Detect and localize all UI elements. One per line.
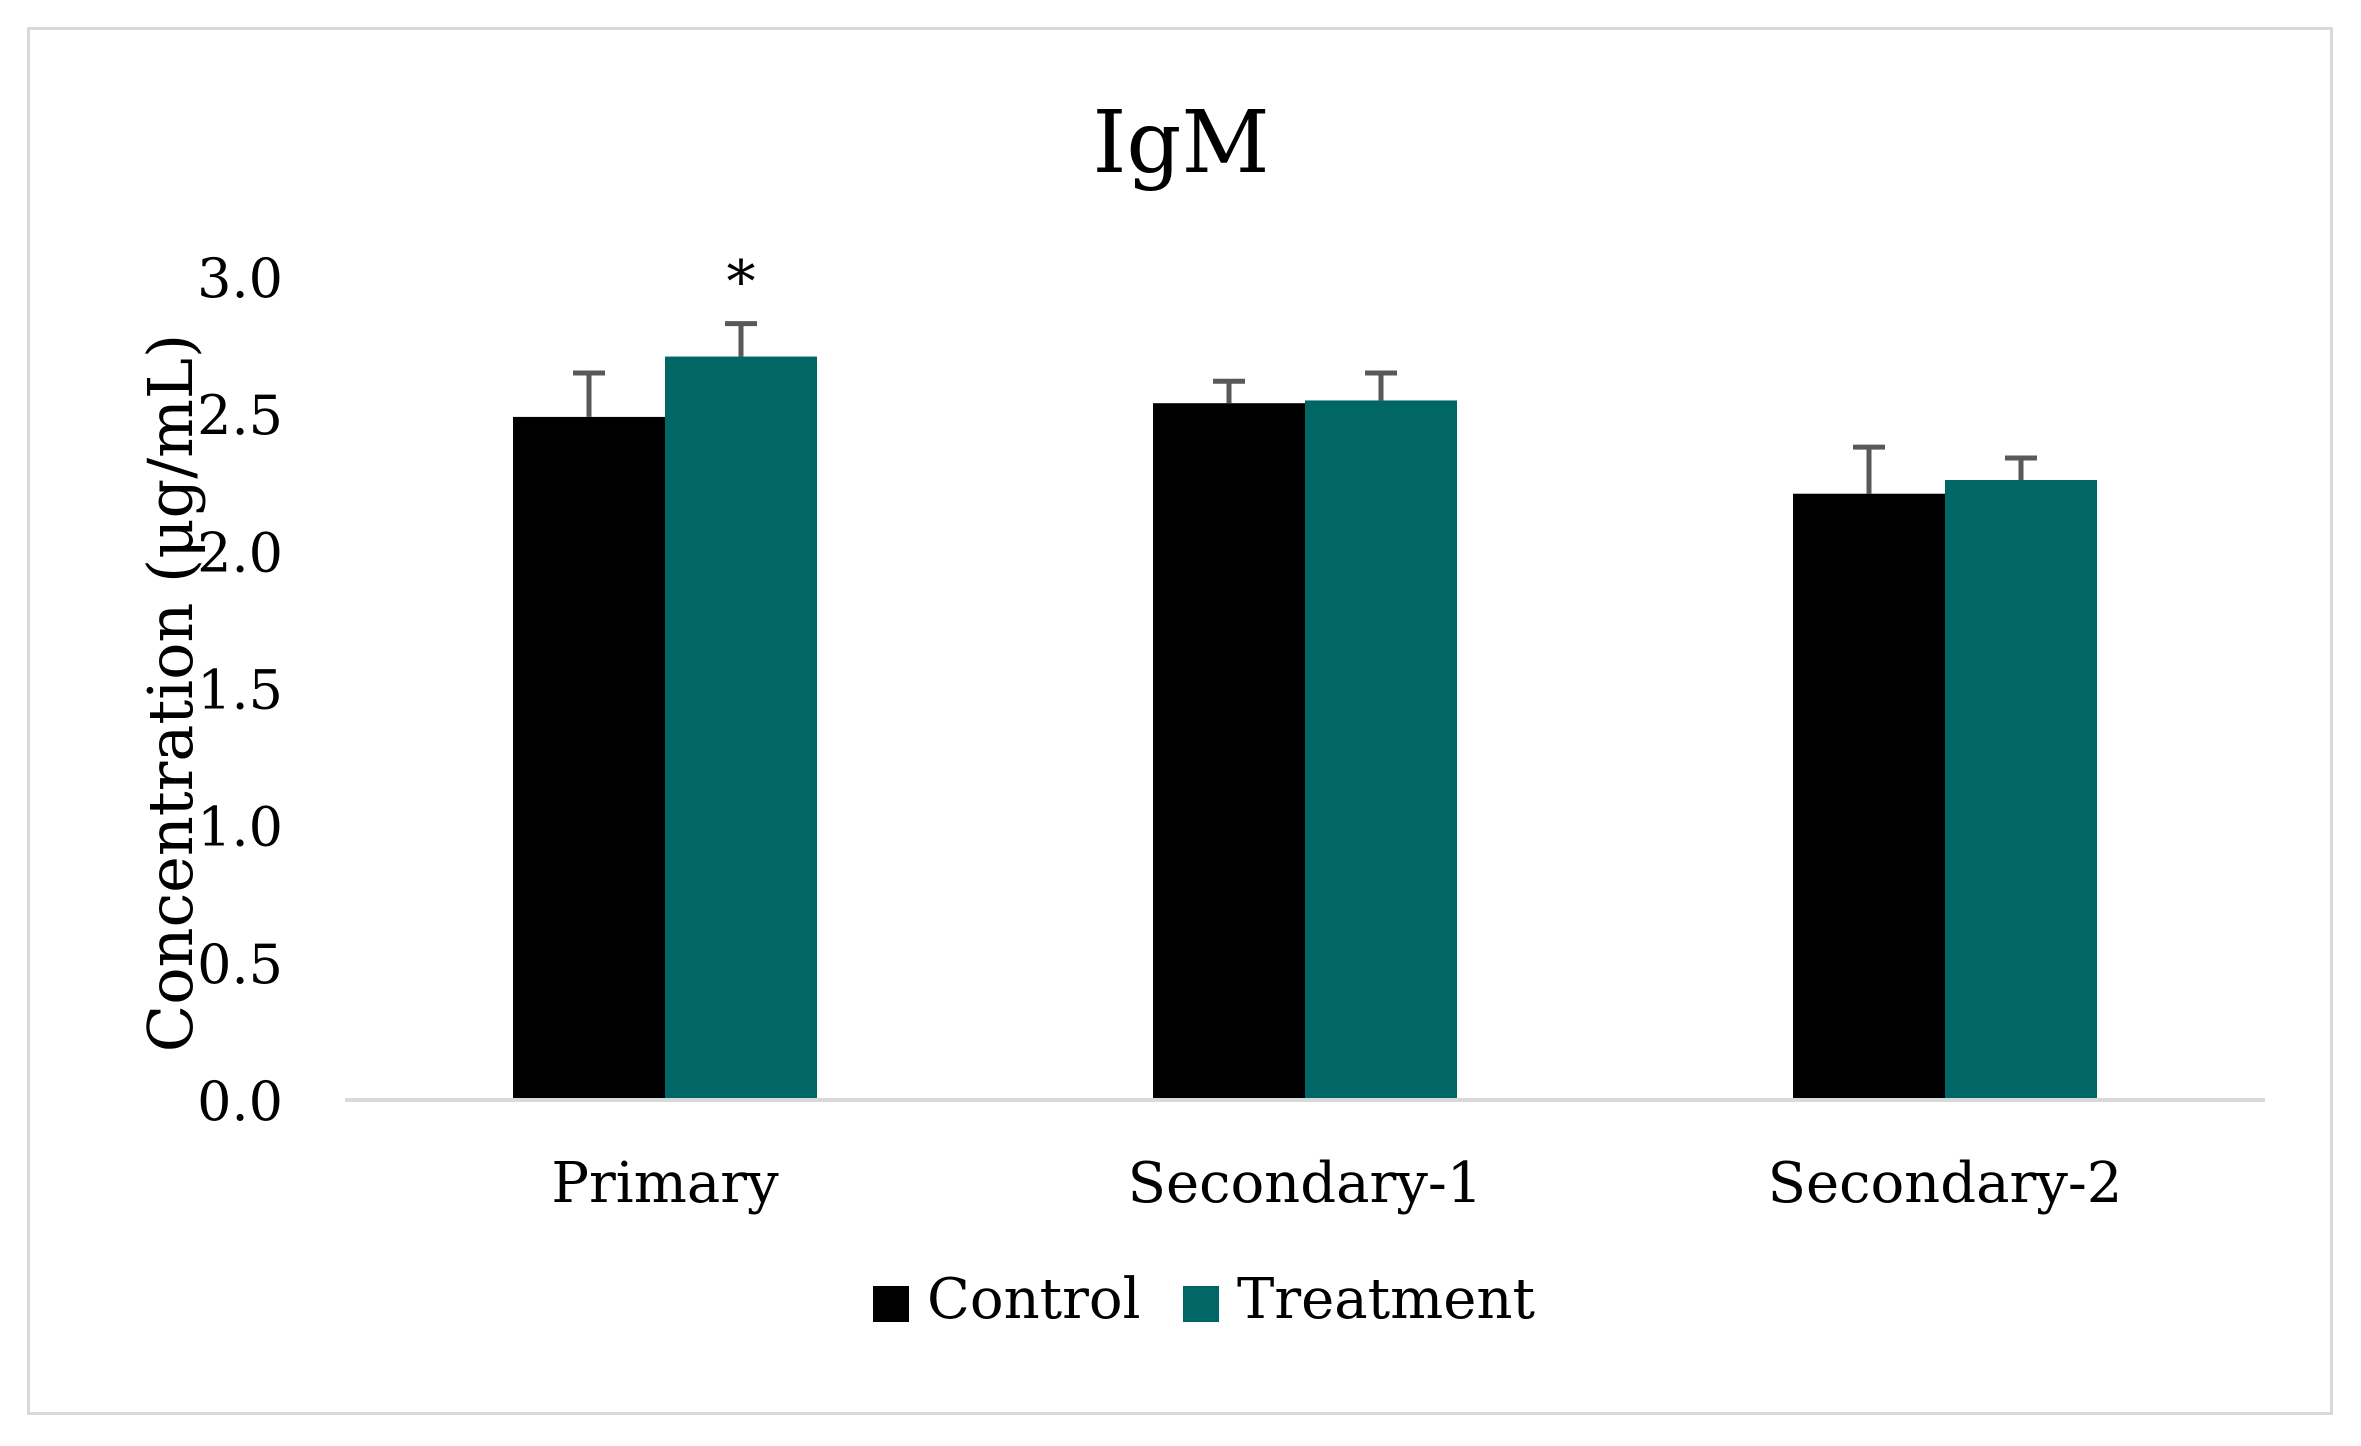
legend-swatch-control <box>873 1286 909 1322</box>
y-tick-label: 1.5 <box>197 659 283 722</box>
y-tick-label: 0.5 <box>197 933 283 996</box>
chart-title: IgM <box>1092 93 1269 193</box>
x-tick-label: Secondary-1 <box>1128 1151 1483 1216</box>
x-tick-label: Secondary-2 <box>1768 1151 2123 1216</box>
x-tick-label: Primary <box>551 1151 779 1216</box>
error-bars <box>573 321 2037 494</box>
y-tick-label: 1.0 <box>197 796 283 859</box>
bar-control-primary <box>513 416 665 1100</box>
bar-control-secondary-1 <box>1153 403 1305 1100</box>
legend: Control Treatment <box>873 1267 1535 1332</box>
y-tick-label: 3.0 <box>197 247 283 310</box>
bar-control-secondary-2 <box>1793 493 1945 1100</box>
bars <box>513 356 2097 1101</box>
y-tick-label: 0.0 <box>197 1070 283 1133</box>
bar-treatment-secondary-1 <box>1305 400 1457 1100</box>
y-tick-label: 2.5 <box>197 384 283 447</box>
y-tick-label: 2.0 <box>197 521 283 584</box>
x-tick-labels: Primary Secondary-1 Secondary-2 <box>551 1151 2122 1216</box>
legend-label-control: Control <box>927 1267 1141 1332</box>
legend-label-treatment: Treatment <box>1237 1267 1535 1332</box>
annotations: * <box>727 248 756 316</box>
bar-treatment-secondary-2 <box>1945 480 2097 1100</box>
y-tick-labels: 0.0 0.5 1.0 1.5 2.0 2.5 3.0 <box>197 247 283 1133</box>
legend-swatch-treatment <box>1183 1286 1219 1322</box>
significance-marker: * <box>727 248 756 316</box>
bar-treatment-primary <box>665 356 817 1101</box>
y-axis-label: Concentration (μg/mL) <box>134 334 207 1052</box>
